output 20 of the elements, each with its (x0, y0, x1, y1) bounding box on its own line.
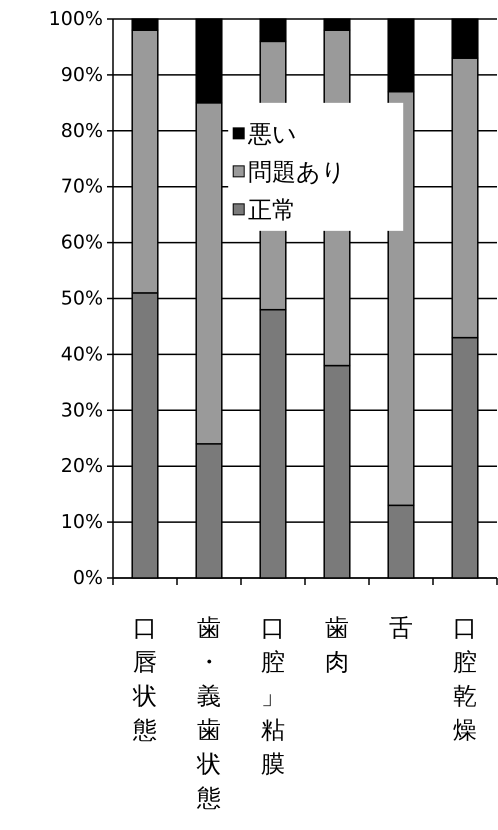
y-tick-label: 90% (60, 64, 103, 86)
y-tick-label: 10% (60, 511, 103, 534)
y-tick-label: 80% (60, 120, 103, 142)
y-tick-label: 100% (48, 8, 103, 30)
x-tick-label: 口腔」粘膜 (261, 614, 285, 778)
x-tick-label: 舌 (389, 614, 413, 642)
y-tick-label: 40% (60, 343, 103, 366)
y-tick-label: 60% (60, 232, 103, 254)
y-tick-label: 30% (60, 399, 103, 422)
y-tick-label: 20% (60, 455, 103, 478)
y-tick-label: 50% (60, 288, 103, 310)
legend-label: 問題あり (248, 158, 346, 186)
legend-label: 悪い (247, 120, 298, 148)
x-tick-label: 歯・義歯状態 (196, 614, 221, 812)
legend-label: 正常 (248, 196, 296, 224)
x-tick-label: 歯肉 (325, 614, 349, 676)
x-tick-label: 口唇状態 (132, 614, 157, 744)
x-tick-label: 口腔乾燥 (453, 614, 477, 744)
y-tick-label: 0% (72, 567, 103, 589)
y-tick-label: 70% (60, 176, 103, 198)
